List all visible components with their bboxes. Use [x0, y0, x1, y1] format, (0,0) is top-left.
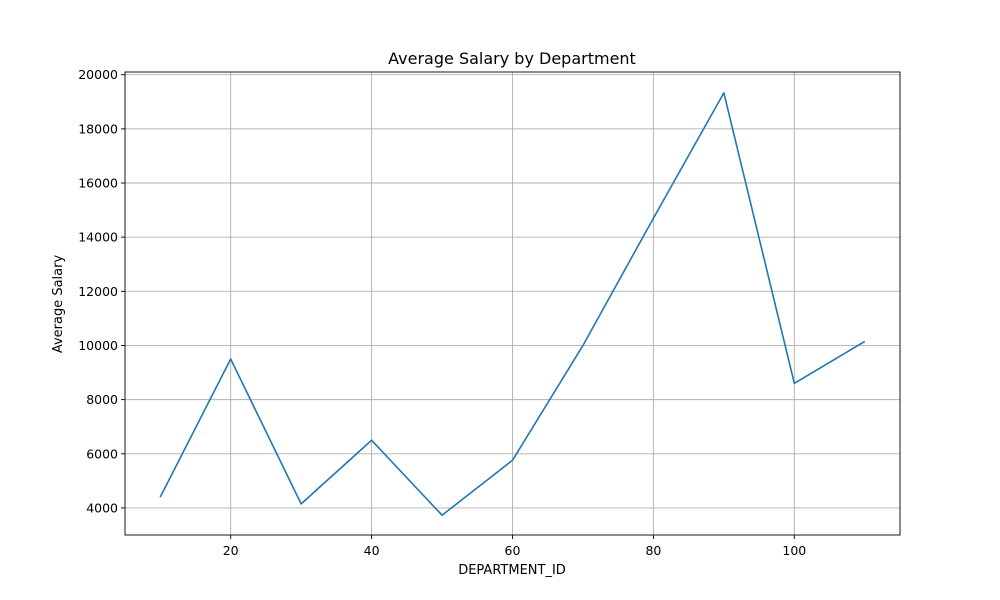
y-tick-label: 20000: [78, 67, 118, 82]
x-tick-label: 20: [223, 543, 239, 558]
x-tick-label: 100: [782, 543, 806, 558]
y-tick-label: 12000: [78, 284, 118, 299]
ticks: 20 40 60 80 100 4000 6000 8000 10000 12000 14000 16…: [78, 67, 806, 558]
y-axis-label: Average Salary: [51, 255, 66, 354]
y-tick-label: 14000: [78, 230, 118, 245]
chart-title: Average Salary by Department: [388, 49, 636, 68]
x-tick-label: 60: [505, 543, 521, 558]
y-tick-label: 4000: [86, 500, 118, 515]
y-tick-label: 16000: [78, 176, 118, 191]
x-axis-label: DEPARTMENT_ID: [458, 563, 566, 578]
y-tick-label: 10000: [78, 338, 118, 353]
grid: [125, 72, 900, 535]
y-tick-label: 6000: [86, 446, 118, 461]
series-line: [159, 92, 866, 517]
y-tick-label: 8000: [86, 392, 118, 407]
x-tick-label: 80: [645, 543, 661, 558]
y-tick-label: 18000: [78, 121, 118, 136]
x-tick-label: 40: [364, 543, 380, 558]
series-layer: [159, 92, 866, 517]
